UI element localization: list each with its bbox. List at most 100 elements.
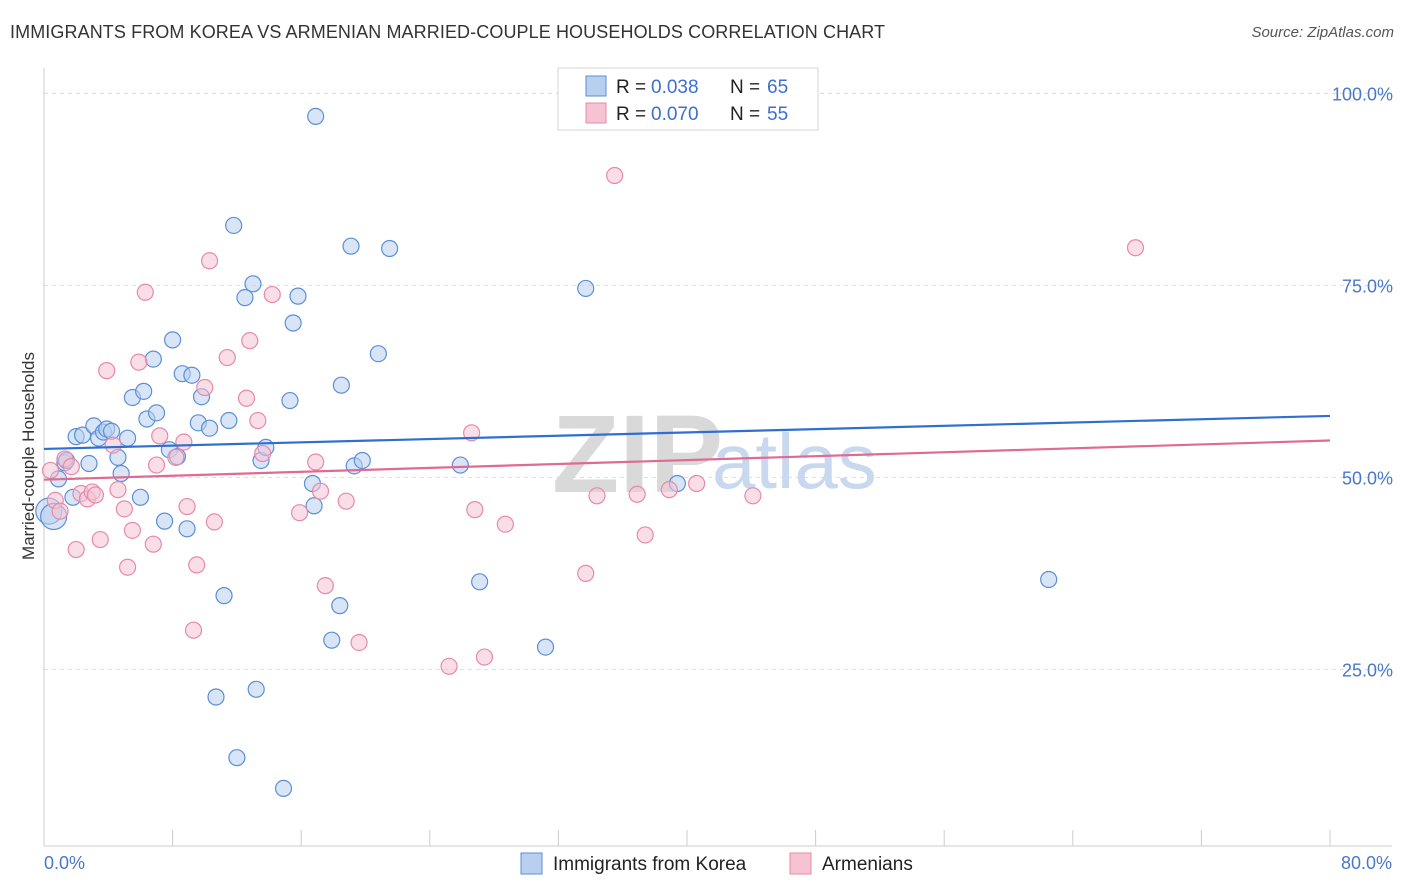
- korea-point: [112, 464, 130, 483]
- armenian-point: [660, 481, 678, 499]
- axes: [43, 68, 1392, 847]
- armenian-point: [123, 521, 142, 539]
- armenian-point: [104, 436, 122, 454]
- y-tick-label: 50.0%: [1342, 468, 1393, 488]
- armenian-point: [628, 485, 646, 503]
- armenian-point: [636, 526, 654, 544]
- korea-point: [274, 779, 293, 798]
- bottom-legend-label-korea: Immigrants from Korea: [553, 854, 747, 875]
- korea-point: [331, 597, 349, 615]
- armenian-point: [290, 504, 309, 522]
- korea-point: [305, 497, 323, 515]
- chart-title: IMMIGRANTS FROM KOREA VS ARMENIAN MARRIE…: [10, 22, 886, 42]
- korea-point: [225, 216, 243, 235]
- korea-point: [131, 488, 150, 506]
- korea-point: [220, 411, 238, 430]
- armenian-point: [175, 433, 193, 451]
- armenian-point: [1126, 239, 1145, 257]
- x-tick-label-min: 0.0%: [44, 853, 85, 873]
- armenian-point: [606, 166, 624, 185]
- korea-point: [228, 749, 246, 767]
- armenian-point: [130, 353, 148, 371]
- armenian-point: [144, 535, 162, 553]
- korea-point: [1040, 570, 1058, 589]
- korea-point: [577, 279, 595, 298]
- armenian-point: [184, 621, 203, 639]
- armenian-point: [178, 497, 196, 516]
- series-armenians-points: [41, 166, 1145, 675]
- legend-n-value-armenians: 55: [767, 104, 788, 125]
- armenian-point: [311, 482, 330, 500]
- korea-point: [215, 587, 233, 605]
- armenian-point: [196, 378, 214, 397]
- armenian-point: [307, 453, 325, 471]
- korea-point: [332, 376, 350, 394]
- x-tick-label-max: 80.0%: [1341, 853, 1392, 873]
- armenian-point: [67, 540, 85, 559]
- y-tick-label: 25.0%: [1342, 660, 1393, 680]
- armenian-point: [316, 577, 334, 595]
- x-ticks: [43, 830, 1331, 846]
- armenian-point: [115, 500, 133, 518]
- bottom-legend-swatch-armenians: [789, 852, 812, 875]
- korea-point: [155, 512, 174, 530]
- korea-point: [247, 680, 265, 698]
- armenian-point: [254, 444, 272, 463]
- legend-swatch-korea: [585, 75, 607, 97]
- korea-point: [536, 638, 555, 656]
- legend-r-value-armenians: 0.070: [651, 104, 699, 125]
- armenian-point: [744, 487, 762, 505]
- armenian-point: [147, 456, 166, 474]
- armenian-point: [218, 348, 236, 367]
- korea-point: [451, 456, 469, 474]
- armenian-point: [109, 481, 127, 499]
- armenian-point: [62, 458, 80, 476]
- korea-point: [144, 350, 162, 368]
- armenian-point: [350, 633, 368, 652]
- legend-r-label-armenians: R =: [616, 104, 646, 125]
- bottom-legend-label-armenians: Armenians: [822, 854, 913, 875]
- korea-point: [178, 520, 196, 538]
- legend-n-label-korea: N =: [730, 77, 760, 98]
- armenian-point: [188, 556, 206, 574]
- legend-swatch-armenians: [585, 102, 607, 124]
- armenian-point: [41, 461, 60, 480]
- trend-line-armenians: [43, 439, 1331, 481]
- armenian-point: [475, 648, 494, 666]
- armenian-point: [151, 427, 169, 445]
- source-credit: Source: ZipAtlas.com: [1251, 24, 1394, 41]
- trend-lines: [43, 414, 1331, 481]
- bottom-legend: Immigrants from Korea Armenians: [520, 852, 913, 875]
- armenian-point: [118, 558, 137, 576]
- korea-point: [284, 314, 302, 332]
- top-legend: R = 0.038 N = 65 R = 0.070 N = 55: [557, 67, 819, 131]
- armenian-point: [136, 283, 154, 301]
- armenian-point: [496, 515, 514, 533]
- armenian-point: [167, 448, 185, 466]
- korea-point: [183, 366, 201, 384]
- armenian-point: [91, 530, 109, 549]
- korea-point: [73, 426, 92, 444]
- armenian-point: [237, 389, 256, 407]
- bottom-legend-swatch-korea: [520, 852, 543, 875]
- y-tick-label: 100.0%: [1332, 84, 1393, 104]
- y-tick-label: 75.0%: [1342, 276, 1393, 296]
- korea-point: [135, 382, 153, 400]
- legend-n-label-armenians: N =: [730, 104, 760, 125]
- y-axis-label: Married-couple Households: [19, 352, 38, 560]
- korea-point: [147, 404, 166, 422]
- armenian-point: [200, 252, 219, 270]
- korea-point: [307, 107, 325, 126]
- korea-point: [281, 391, 299, 410]
- armenian-point: [688, 474, 706, 493]
- korea-point: [323, 631, 341, 649]
- armenian-point: [249, 411, 267, 430]
- armenian-point: [51, 502, 69, 520]
- korea-point: [289, 287, 307, 305]
- korea-point: [236, 289, 254, 307]
- legend-r-label-korea: R =: [616, 77, 646, 98]
- armenian-point: [440, 657, 458, 675]
- armenian-point: [205, 513, 223, 531]
- korea-point: [381, 239, 399, 258]
- armenian-point: [241, 332, 259, 350]
